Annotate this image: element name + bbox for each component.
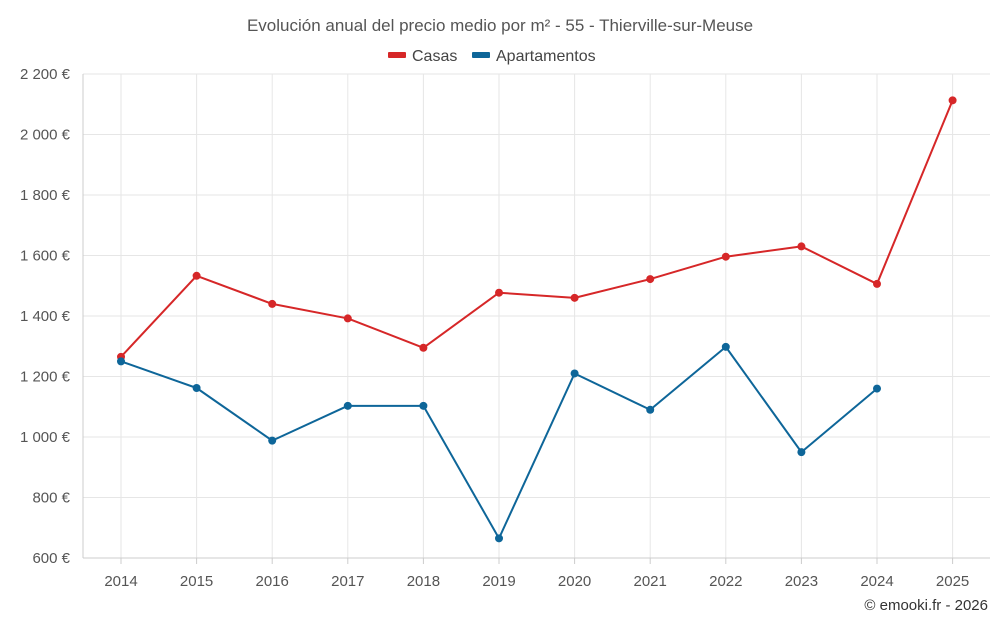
data-point-apartamentos[interactable]	[192, 383, 201, 392]
x-tick-label: 2019	[482, 573, 515, 590]
y-tick-label: 1 200 €	[20, 369, 71, 386]
y-tick-label: 2 000 €	[20, 127, 71, 144]
data-point-casas[interactable]	[948, 96, 957, 105]
series-line-casas	[120, 99, 954, 358]
legend-label-apartamentos: Apartamentos	[496, 48, 596, 65]
chart-title: Evolución anual del precio medio por m² …	[247, 16, 753, 35]
data-point-apartamentos[interactable]	[117, 357, 125, 366]
legend-item-apartamentos[interactable]: Apartamentos	[472, 48, 596, 65]
legend-item-casas[interactable]: Casas	[388, 48, 457, 65]
y-tick-label: 1 000 €	[20, 429, 71, 446]
legend-label-casas: Casas	[412, 48, 457, 65]
data-point-apartamentos[interactable]	[646, 405, 655, 414]
data-point-apartamentos[interactable]	[570, 369, 579, 378]
data-point-casas[interactable]	[495, 288, 503, 297]
data-point-casas[interactable]	[646, 275, 655, 284]
x-tick-label: 2023	[785, 573, 818, 590]
x-tick-label: 2016	[256, 573, 289, 590]
axes: 600 € 800 € 1 000 € 1 200 € 1 400 € 1 600 € 1 …	[20, 66, 990, 590]
data-point-casas[interactable]	[873, 279, 881, 288]
x-tick-label: 2018	[407, 573, 440, 590]
legend-swatch-casas	[388, 52, 406, 58]
data-point-casas[interactable]	[419, 343, 428, 352]
data-point-casas[interactable]	[343, 314, 352, 323]
y-tick-label: 600 €	[32, 550, 70, 567]
data-point-apartamentos[interactable]	[419, 401, 428, 410]
data-point-casas[interactable]	[570, 293, 579, 302]
x-tick-label: 2025	[936, 573, 969, 590]
credit-text: © emooki.fr - 2026	[864, 597, 988, 614]
y-tick-label: 1 400 €	[20, 308, 71, 325]
legend: Casas Apartamentos	[388, 48, 596, 65]
data-point-casas[interactable]	[797, 242, 806, 251]
y-tick-label: 2 200 €	[20, 66, 71, 83]
x-tick-label: 2015	[180, 573, 213, 590]
data-point-apartamentos[interactable]	[343, 401, 352, 410]
legend-swatch-apartamentos	[472, 52, 490, 58]
data-point-apartamentos[interactable]	[721, 342, 730, 351]
data-point-casas[interactable]	[192, 271, 201, 280]
data-point-casas[interactable]	[721, 252, 730, 261]
x-tick-label: 2017	[331, 573, 364, 590]
data-point-apartamentos[interactable]	[797, 448, 806, 457]
x-tick-label: 2024	[860, 573, 893, 590]
data-point-apartamentos[interactable]	[495, 534, 503, 543]
data-point-apartamentos[interactable]	[268, 436, 277, 445]
data-point-casas[interactable]	[268, 299, 277, 308]
x-tick-label: 2022	[709, 573, 742, 590]
y-tick-label: 1 800 €	[20, 187, 71, 204]
x-tick-label: 2021	[634, 573, 667, 590]
y-tick-label: 1 600 €	[20, 248, 71, 265]
y-tick-label: 800 €	[32, 490, 70, 507]
grid	[83, 73, 990, 558]
x-tick-label: 2020	[558, 573, 591, 590]
series	[117, 96, 957, 543]
data-point-apartamentos[interactable]	[873, 384, 881, 393]
x-tick-label: 2014	[104, 573, 137, 590]
